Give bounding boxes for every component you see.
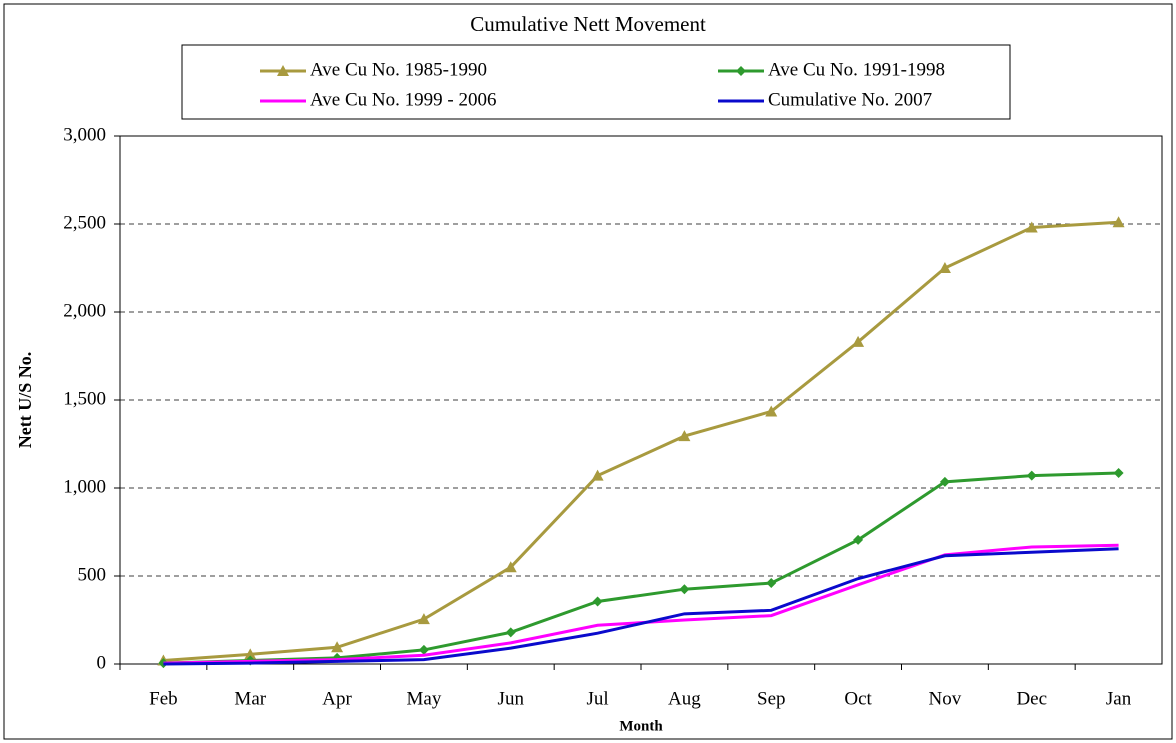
x-tick-label: Jan (1106, 688, 1132, 709)
marker (505, 627, 516, 638)
marker (1025, 221, 1038, 233)
legend-label: Ave Cu No. 1991-1998 (768, 59, 945, 80)
marker (331, 641, 344, 653)
x-tick-label: Apr (322, 688, 352, 709)
x-tick-label: May (407, 688, 442, 709)
x-tick-label: Mar (234, 688, 266, 709)
x-tick-label: Oct (844, 688, 872, 709)
legend-label: Cumulative No. 2007 (768, 89, 932, 110)
y-axis-label: Nett U/S No. (15, 352, 35, 449)
marker (678, 430, 691, 442)
marker (853, 534, 864, 545)
marker (591, 469, 604, 481)
marker (852, 335, 865, 347)
legend-label: Ave Cu No. 1999 - 2006 (310, 89, 496, 110)
marker (736, 66, 746, 76)
legend-box (181, 44, 1011, 120)
marker (592, 596, 603, 607)
marker (418, 644, 429, 655)
marker (417, 613, 430, 625)
marker (679, 584, 690, 595)
y-tick-label: 500 (78, 564, 107, 585)
legend-label: Ave Cu No. 1985-1990 (310, 59, 487, 80)
x-tick-label: Jul (586, 688, 608, 709)
y-tick-label: 3,000 (63, 124, 106, 145)
series-line (163, 220, 1119, 662)
x-tick-label: Dec (1016, 688, 1047, 709)
x-tick-label: Sep (757, 688, 786, 709)
marker (277, 65, 289, 76)
series-line (163, 547, 1119, 666)
y-tick-label: 1,000 (63, 476, 106, 497)
chart-frame (3, 3, 1173, 740)
marker (939, 476, 950, 487)
y-tick-label: 2,500 (63, 212, 106, 233)
y-tick-label: 0 (97, 652, 107, 673)
marker (766, 578, 777, 589)
y-tick-label: 1,500 (63, 388, 106, 409)
x-tick-label: Aug (668, 688, 701, 709)
y-tick-label: 2,000 (63, 300, 106, 321)
marker (765, 405, 778, 417)
marker (1113, 468, 1124, 479)
marker (1112, 216, 1125, 228)
x-tick-label: Nov (929, 688, 962, 709)
x-tick-label: Jun (498, 688, 525, 709)
series-line (163, 471, 1119, 665)
marker (1026, 470, 1037, 481)
marker (938, 262, 951, 273)
marker (504, 561, 517, 573)
marker (244, 648, 257, 660)
chart-title: Cumulative Nett Movement (470, 12, 706, 36)
x-axis-label: Month (619, 718, 663, 734)
x-tick-label: Feb (149, 688, 178, 709)
